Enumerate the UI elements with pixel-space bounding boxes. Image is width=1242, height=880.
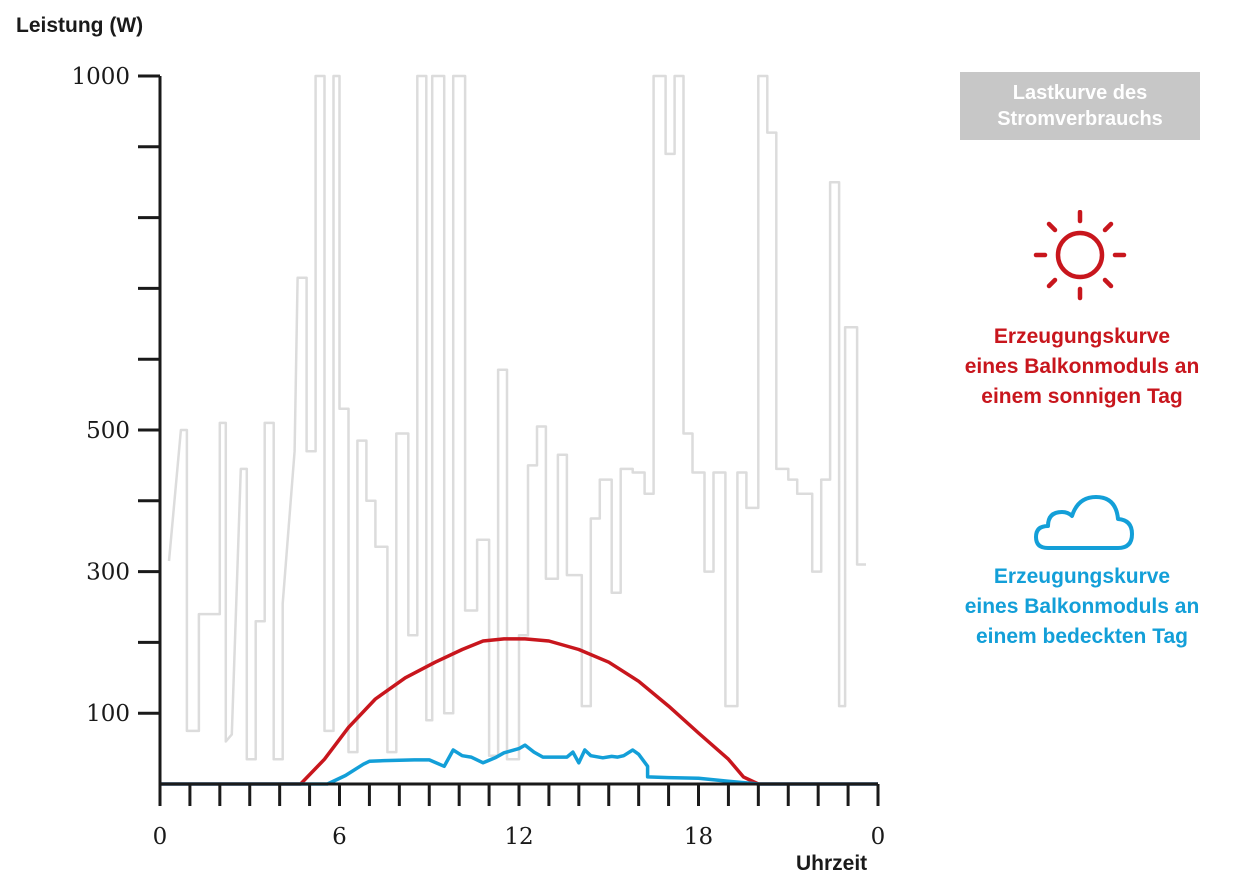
sunny-curve-layer bbox=[160, 637, 878, 786]
x-tick-label: 18 bbox=[684, 824, 713, 850]
legend-cloudy-label: Erzeugungskurve eines Balkonmoduls an ei… bbox=[964, 565, 1200, 648]
y-tick-label: 100 bbox=[86, 701, 130, 727]
y-tick-label: 1000 bbox=[71, 64, 130, 90]
series-line-sunny bbox=[160, 637, 878, 786]
y-tick-label: 300 bbox=[86, 560, 130, 586]
y-tick-label: 500 bbox=[86, 418, 130, 444]
cloud-icon bbox=[1032, 492, 1136, 559]
series-line-load bbox=[167, 74, 866, 761]
x-axis-label: Uhrzeit bbox=[796, 852, 868, 875]
y-axis-label: Leistung (W) bbox=[16, 14, 144, 37]
legend-sunny-label: Erzeugungskurve eines Balkonmoduls an ei… bbox=[964, 325, 1200, 408]
x-tick-label: 0 bbox=[871, 824, 886, 850]
axes: 100 300 500 1000 0 6 12 18 0 bbox=[71, 64, 885, 850]
series-line-cloudy bbox=[160, 743, 878, 786]
x-tick-label: 6 bbox=[332, 824, 347, 850]
x-tick-label: 0 bbox=[153, 824, 168, 850]
sun-icon bbox=[1030, 209, 1130, 315]
x-tick-label: 12 bbox=[504, 824, 533, 850]
cloudy-curve-layer bbox=[160, 743, 878, 786]
load-curve-layer bbox=[167, 74, 866, 761]
legend-load-box: Lastkurve des Stromverbrauchs bbox=[960, 72, 1200, 140]
